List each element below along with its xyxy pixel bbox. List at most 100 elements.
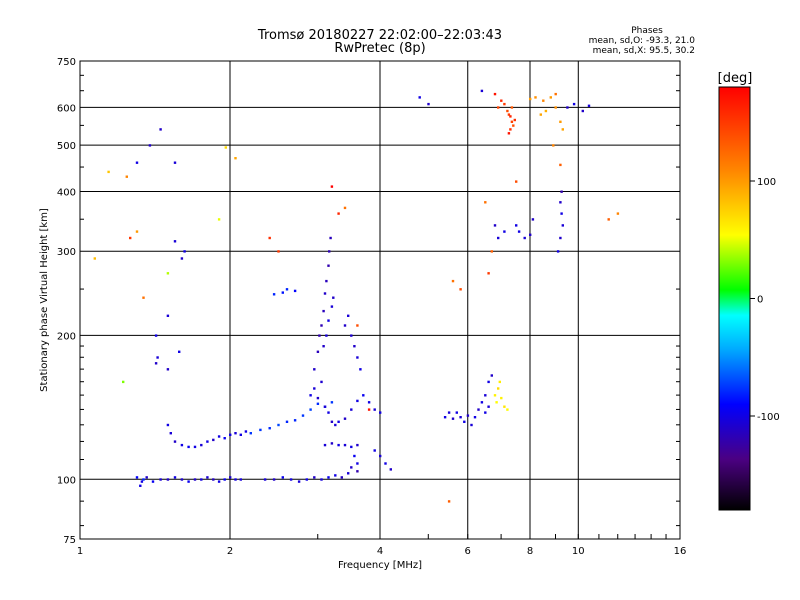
data-point — [459, 416, 462, 419]
data-point — [313, 387, 316, 390]
data-point — [356, 399, 359, 403]
data-point — [249, 432, 252, 435]
data-point — [263, 478, 267, 481]
data-point — [122, 380, 125, 384]
data-point — [487, 380, 490, 384]
data-point — [139, 484, 142, 487]
data-point — [507, 113, 511, 116]
y-tick-label: 400 — [57, 187, 76, 198]
data-point — [561, 224, 564, 227]
data-point — [559, 236, 562, 240]
data-point — [509, 128, 512, 131]
y-tick-label: 500 — [57, 141, 76, 152]
data-point — [180, 257, 184, 260]
data-point — [140, 480, 144, 483]
data-point — [217, 480, 221, 483]
data-point — [217, 218, 221, 221]
data-point — [427, 102, 430, 106]
data-point — [178, 350, 181, 353]
data-point — [477, 408, 480, 411]
data-point — [327, 476, 330, 479]
data-point — [493, 92, 497, 96]
data-point — [129, 236, 132, 240]
data-point — [495, 401, 498, 404]
data-point — [330, 185, 334, 188]
x-tick-label: 2 — [227, 546, 233, 557]
data-point — [343, 443, 347, 447]
data-point — [470, 423, 473, 427]
data-point — [493, 394, 497, 397]
data-point — [156, 356, 159, 359]
data-point — [451, 279, 455, 283]
data-point — [542, 99, 545, 102]
data-point — [166, 478, 170, 481]
data-point — [507, 132, 511, 135]
data-point — [330, 401, 334, 404]
x-tick-label: 8 — [527, 546, 533, 557]
data-point — [289, 478, 293, 481]
data-point — [330, 420, 334, 423]
data-point — [350, 408, 353, 411]
data-point — [379, 454, 382, 458]
data-point — [285, 288, 289, 291]
y-tick-label: 200 — [57, 331, 76, 342]
data-point — [301, 414, 305, 417]
data-point — [320, 478, 323, 481]
data-point — [343, 417, 347, 420]
data-point — [327, 411, 330, 414]
data-point — [327, 264, 330, 267]
data-point — [362, 394, 365, 397]
y-tick-label: 100 — [57, 475, 76, 486]
data-point — [259, 428, 262, 432]
data-point — [135, 161, 139, 164]
data-point — [277, 423, 280, 427]
x-axis-ticks: 1 2 4 6 8 10 16 — [77, 534, 686, 557]
data-point — [337, 443, 340, 447]
data-point — [293, 289, 297, 293]
colorbar-tick-label: 0 — [757, 295, 763, 306]
data-point — [93, 257, 96, 260]
data-point — [330, 442, 334, 445]
data-point — [244, 430, 248, 433]
data-point — [229, 433, 232, 436]
data-point — [581, 109, 584, 113]
data-point — [484, 201, 487, 204]
data-point — [451, 417, 455, 420]
data-point — [206, 440, 209, 443]
data-point — [166, 368, 170, 371]
data-point — [373, 408, 376, 411]
data-point — [500, 99, 503, 102]
data-point — [313, 476, 316, 479]
data-point — [200, 443, 203, 447]
data-point — [510, 120, 514, 123]
x-tick-label: 10 — [572, 546, 585, 557]
data-point — [384, 462, 387, 465]
data-point — [506, 109, 509, 113]
chart-subtitle: RwPretec (8p) — [334, 41, 425, 56]
data-point — [268, 236, 271, 240]
data-point — [561, 128, 564, 131]
data-point — [503, 102, 506, 106]
data-point — [135, 230, 139, 233]
data-point — [560, 212, 563, 215]
data-point — [350, 445, 353, 449]
data-point — [166, 272, 170, 275]
data-point — [325, 279, 328, 283]
data-point — [180, 478, 184, 481]
data-point — [347, 472, 350, 475]
y-tick-label: 600 — [57, 103, 76, 114]
data-point — [322, 345, 325, 348]
data-point — [493, 224, 497, 227]
data-point — [337, 420, 340, 423]
data-point — [353, 454, 356, 458]
colorbar-tick-label: 100 — [757, 177, 776, 188]
data-point — [356, 470, 359, 473]
data-point — [229, 476, 232, 479]
data-point — [330, 305, 334, 308]
data-point — [443, 416, 447, 419]
data-point — [534, 96, 537, 99]
data-point — [463, 420, 466, 423]
data-point — [187, 445, 190, 449]
data-point — [497, 236, 500, 240]
data-point — [517, 230, 521, 233]
